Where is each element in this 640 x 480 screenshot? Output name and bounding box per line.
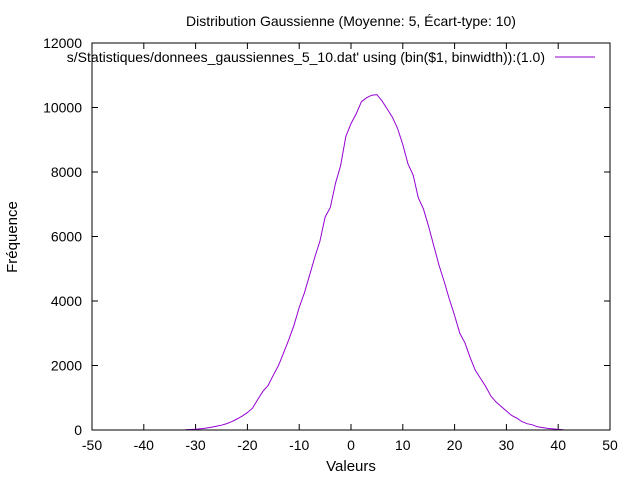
x-tick-label: 40 [550, 437, 566, 453]
x-tick-label: -10 [289, 437, 309, 453]
x-tick-label: 30 [499, 437, 515, 453]
y-tick-label: 8000 [51, 164, 82, 180]
plot-frame [91, 42, 611, 431]
y-tick-label: 2000 [51, 358, 82, 374]
y-axis-label: Fréquence [4, 201, 21, 273]
legend-entry-label: s/Statistiques/donnees_gaussiennes_5_10.… [67, 49, 545, 65]
x-tick-label: 10 [395, 437, 411, 453]
x-tick-label: 20 [447, 437, 463, 453]
legend: s/Statistiques/donnees_gaussiennes_5_10.… [67, 49, 595, 65]
series-line [185, 94, 564, 431]
x-axis-label: Valeurs [326, 458, 376, 475]
x-tick-label: 0 [347, 437, 355, 453]
y-tick-label: 0 [74, 422, 82, 438]
y-tick-label: 12000 [43, 35, 82, 51]
x-tick-label: 50 [602, 437, 618, 453]
y-tick-label: 10000 [43, 100, 82, 116]
series-layer [185, 94, 564, 431]
x-tick-label: -20 [237, 437, 257, 453]
y-tick-label: 6000 [51, 229, 82, 245]
chart-title: Distribution Gaussienne (Moyenne: 5, Éca… [186, 13, 516, 29]
axis-ticks: -50 -40 -30 -20 -10 0 10 20 30 40 50 0 2000 4000 6000 8… [43, 35, 618, 453]
y-tick-label: 4000 [51, 293, 82, 309]
x-tick-label: -30 [185, 437, 205, 453]
x-tick-label: -40 [134, 437, 154, 453]
x-tick-label: -50 [82, 437, 102, 453]
